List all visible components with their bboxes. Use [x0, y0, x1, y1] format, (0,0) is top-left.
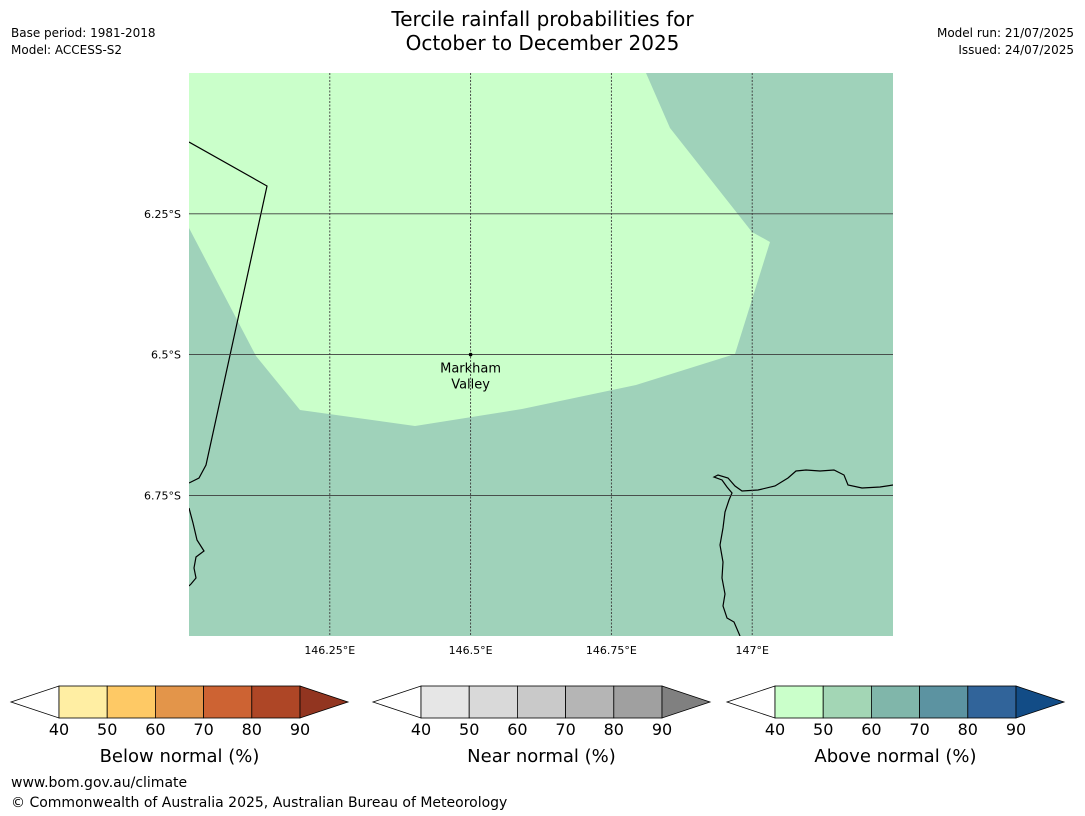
legend-near: 40 50 60 70 80 90 Near normal (%): [371, 685, 712, 767]
latitude-labels: 6.25°S 6.5°S 6.75°S: [144, 208, 181, 503]
colorbar-over-triangle: [299, 685, 350, 719]
colorbar-label: Near normal (%): [467, 746, 616, 767]
footer-url[interactable]: www.bom.gov.au/climate: [11, 775, 188, 791]
colorbar-tick-label: 40: [49, 720, 69, 739]
colorbar-under-triangle: [725, 685, 776, 719]
map-area[interactable]: Markham Valley: [189, 73, 893, 636]
colorbar-tick-label: 40: [765, 720, 785, 739]
longitude-label: 147°E: [735, 644, 768, 657]
colorbar-segment: [517, 685, 567, 719]
colorbar-tick-label: 80: [242, 720, 262, 739]
colorbar-tick-label: 90: [1006, 720, 1026, 739]
colorbar-over-triangle: [661, 685, 712, 719]
colorbar-segment: [420, 685, 470, 719]
colorbar-under-triangle: [9, 685, 60, 719]
title-line-1: Tercile rainfall probabilities for: [391, 7, 694, 31]
colorbar-tick-label: 90: [290, 720, 310, 739]
colorbar-segment: [203, 685, 253, 719]
chart-title: Tercile rainfall probabilities for Octob…: [0, 7, 1085, 55]
meta-left: Base period: 1981-2018 Model: ACCESS-S2: [11, 25, 156, 59]
colorbar-tick-label: 50: [459, 720, 479, 739]
colorbar-segment: [251, 685, 301, 719]
colorbar-segment: [967, 685, 1017, 719]
place-label-line-1: Markham: [440, 362, 501, 377]
place-label-line-2: Valley: [451, 378, 490, 393]
issued-date: Issued: 24/07/2025: [958, 43, 1074, 57]
meta-right: Model run: 21/07/2025 Issued: 24/07/2025: [937, 25, 1074, 59]
colorbar-tick-label: 70: [193, 720, 213, 739]
colorbar-tick-label: 60: [507, 720, 527, 739]
colorbar-segment: [58, 685, 108, 719]
colorbar-tick-label: 50: [813, 720, 833, 739]
colorbar-segment: [871, 685, 921, 719]
colorbar-segment: [919, 685, 969, 719]
colorbar-segment: [468, 685, 518, 719]
longitude-label: 146.25°E: [304, 644, 355, 657]
colorbar-segment: [774, 685, 824, 719]
legend-below: 40 50 60 70 80 90 Below normal (%): [9, 685, 350, 767]
colorbar-label: Below normal (%): [100, 746, 260, 767]
colorbar-segment: [565, 685, 615, 719]
probability-40-50-region: [189, 73, 770, 426]
colorbar-tick-label: 80: [958, 720, 978, 739]
colorbar-tick-label: 50: [97, 720, 117, 739]
longitude-labels: 146.25°E 146.5°E 146.75°E 147°E: [304, 644, 769, 657]
colorbar-tick-label: 70: [909, 720, 929, 739]
colorbar-tick-label: 40: [411, 720, 431, 739]
colorbar-segment: [154, 685, 204, 719]
model-name: Model: ACCESS-S2: [11, 43, 123, 57]
coastline: [712, 469, 893, 636]
latitude-label: 6.75°S: [144, 489, 181, 502]
coastline: [189, 507, 205, 587]
colorbar-over-triangle: [1015, 685, 1066, 719]
colorbar-label: Above normal (%): [814, 746, 976, 767]
longitude-label: 146.75°E: [586, 644, 637, 657]
colorbar-segment: [106, 685, 156, 719]
colorbar-tick-label: 90: [652, 720, 672, 739]
coastline: [189, 141, 268, 484]
title-line-2: October to December 2025: [405, 31, 680, 55]
colorbar-tick-label: 80: [604, 720, 624, 739]
colorbar-tick-label: 70: [555, 720, 575, 739]
colorbar-segment: [822, 685, 872, 719]
place-marker[interactable]: [468, 352, 473, 357]
longitude-label: 146.5°E: [449, 644, 493, 657]
legend-above: 40 50 60 70 80 90 Above normal (%): [725, 685, 1066, 767]
colorbar-under-triangle: [371, 685, 422, 719]
model-run: Model run: 21/07/2025: [936, 26, 1074, 40]
colorbar-tick-label: 60: [145, 720, 165, 739]
base-period: Base period: 1981-2018: [11, 26, 156, 40]
colorbar-segment: [613, 685, 663, 719]
latitude-label: 6.25°S: [144, 208, 181, 221]
colorbar-tick-label: 60: [861, 720, 881, 739]
legends: 40 50 60 70 80 90 Below normal (%) 40 50 60 70 80 90…: [9, 685, 1066, 767]
footer-copyright: © Commonwealth of Australia 2025, Austra…: [11, 795, 508, 811]
latitude-label: 6.5°S: [151, 349, 181, 362]
